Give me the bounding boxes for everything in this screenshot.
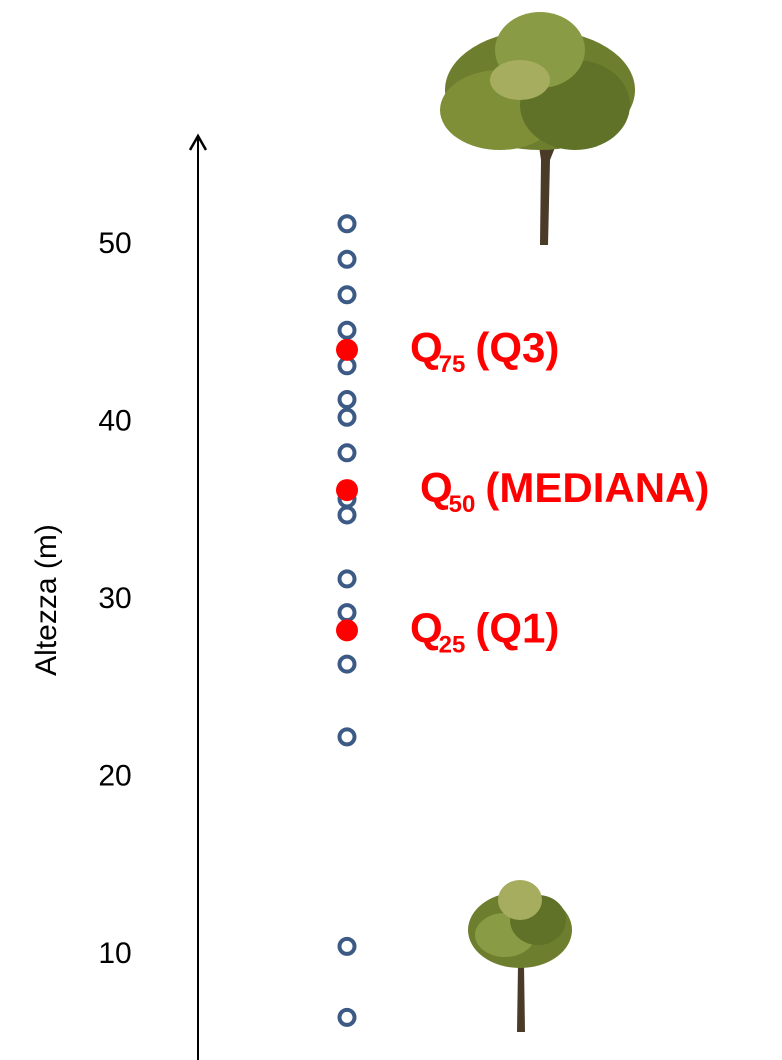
y-tick-label: 50	[98, 227, 131, 260]
data-point	[337, 443, 357, 463]
data-point	[337, 654, 357, 674]
small-tree	[468, 880, 572, 1032]
quartile-letter: Q	[410, 604, 443, 651]
y-tick-label: 10	[98, 937, 131, 970]
data-point	[337, 603, 357, 623]
data-point	[337, 285, 357, 305]
quartile-text: (Q3)	[475, 324, 559, 371]
quartile-letter: Q	[410, 324, 443, 371]
data-point	[337, 727, 357, 747]
y-tick-label: 20	[98, 760, 131, 793]
quartile-text: (Q1)	[475, 604, 559, 651]
quartile-subscript: 50	[449, 491, 476, 518]
y-tick-label: 40	[98, 405, 131, 438]
quartile-subscript: 25	[439, 631, 466, 658]
quartile-label: Q75 (Q3)	[410, 324, 559, 378]
quartile-point	[336, 479, 358, 502]
data-point	[337, 214, 357, 234]
data-point	[337, 1007, 357, 1027]
y-axis-label: Altezza (m)	[30, 524, 63, 676]
quartile-label: Q50 (MEDIANA)	[420, 464, 709, 518]
quartile-point	[336, 338, 358, 361]
y-tick-label: 30	[98, 582, 131, 615]
big-tree	[440, 12, 635, 245]
data-point	[337, 249, 357, 269]
quartile-subscript: 75	[439, 351, 466, 378]
quartile-label: Q25 (Q1)	[410, 604, 559, 658]
data-point	[337, 936, 357, 956]
quartile-letter: Q	[420, 464, 453, 511]
data-point	[337, 390, 357, 410]
data-point	[337, 407, 357, 427]
axis-arrow	[188, 133, 208, 151]
quartile-point	[336, 619, 358, 642]
data-point	[337, 505, 357, 525]
quartile-text: (MEDIANA)	[485, 464, 709, 511]
data-point	[337, 320, 357, 340]
data-point	[337, 569, 357, 589]
